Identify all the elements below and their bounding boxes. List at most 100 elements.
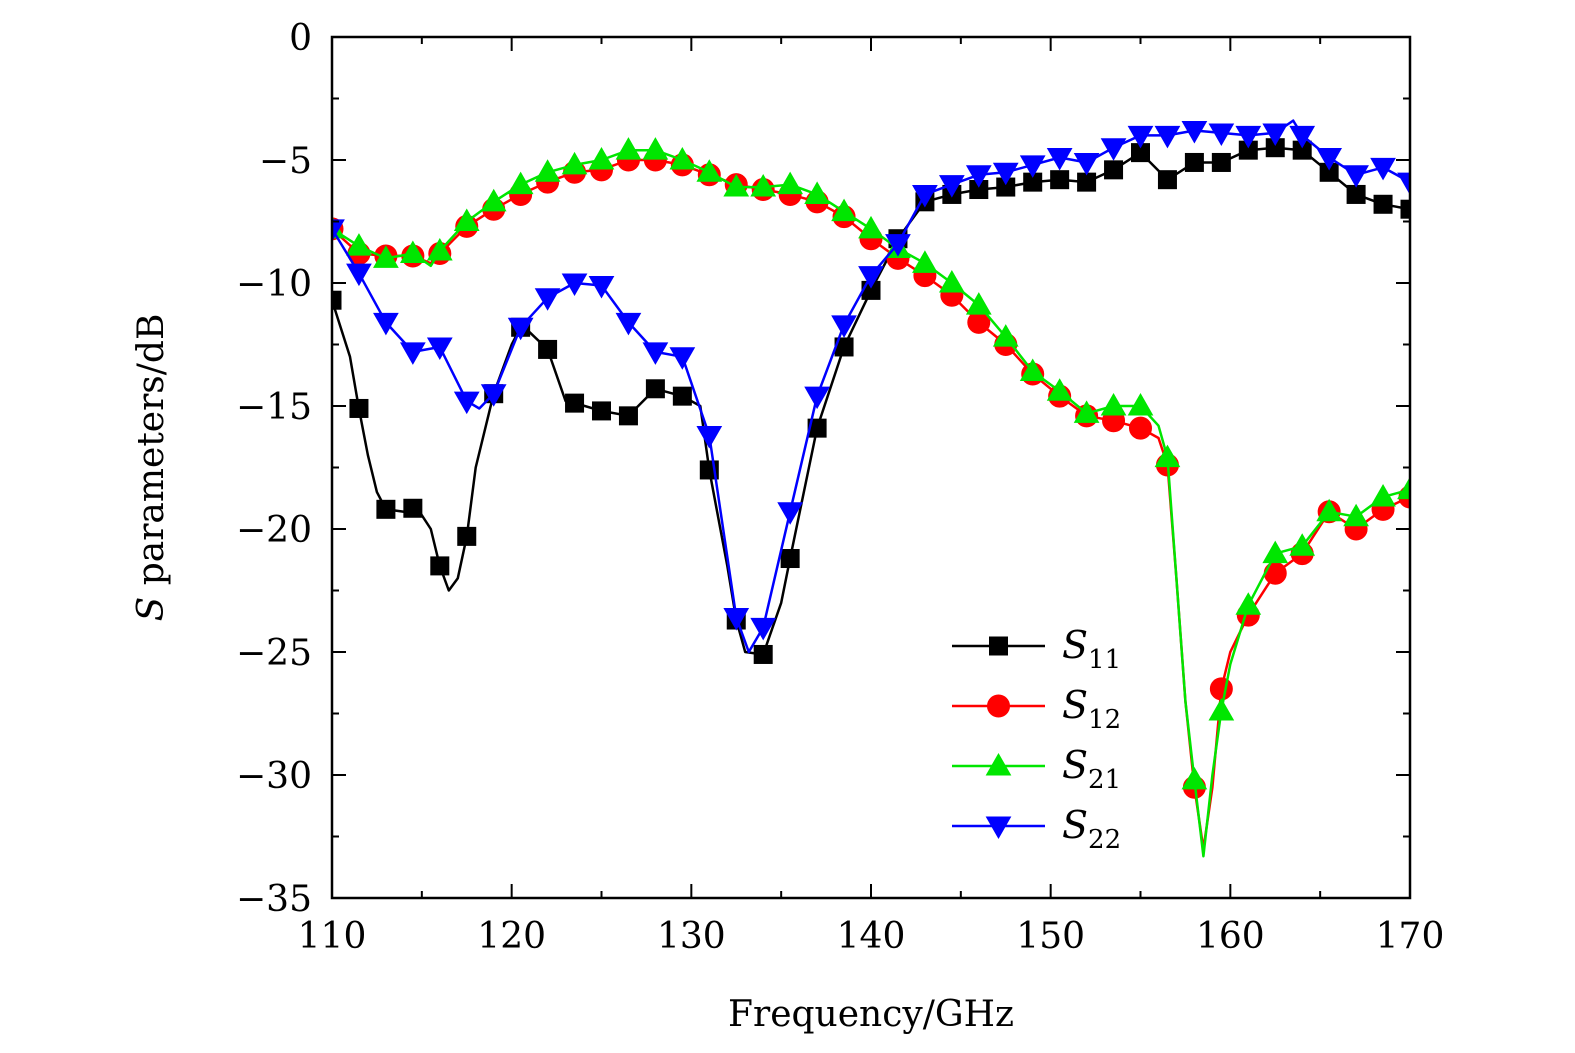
legend: S11 S12 S21 S22 (952, 623, 1121, 855)
legend-label: S11 (1062, 623, 1121, 675)
data-point-s22 (426, 337, 453, 360)
y-tick-label: −30 (236, 756, 312, 797)
data-point-s21 (1208, 698, 1235, 721)
data-point-s22 (992, 162, 1019, 186)
data-point-s21 (642, 137, 669, 160)
legend-marker (985, 752, 1012, 776)
data-point-s11 (807, 418, 827, 438)
legend-marker (985, 816, 1012, 840)
data-point-s22 (507, 317, 534, 341)
data-point-s21 (1154, 444, 1181, 468)
data-point-s21 (831, 198, 857, 222)
data-point-s11 (1373, 194, 1393, 214)
data-point-s11 (780, 549, 800, 569)
data-point-s22 (534, 288, 561, 311)
legend-marker (987, 694, 1010, 718)
data-point-s11 (1104, 160, 1124, 180)
data-point-s21 (507, 171, 534, 195)
data-point-s11 (1400, 199, 1410, 219)
x-tick-label: 160 (1196, 916, 1265, 957)
series-layer (332, 119, 1410, 858)
legend-label: S12 (1062, 683, 1121, 735)
data-point-s21 (373, 245, 399, 268)
data-point-s21 (1235, 592, 1262, 615)
legend-marker (989, 636, 1008, 656)
data-point-s11 (1050, 170, 1070, 190)
data-point-s21 (912, 250, 938, 273)
data-point-s12 (1263, 561, 1287, 585)
data-point-s22 (1397, 172, 1410, 196)
data-point-s22 (885, 234, 911, 257)
data-point-s22 (1127, 125, 1154, 149)
data-point-s22 (804, 386, 830, 410)
data-point-s22 (938, 175, 965, 198)
legend-label: S21 (1062, 743, 1121, 795)
data-point-s11 (1211, 152, 1231, 172)
data-point-s21 (696, 159, 723, 182)
data-point-s11 (457, 526, 477, 546)
data-point-s11 (332, 290, 342, 310)
data-point-s22 (696, 426, 723, 449)
data-point-s21 (1127, 392, 1154, 416)
series-s22 (332, 119, 1410, 654)
data-point-s21 (804, 181, 830, 204)
data-point-s21 (1019, 358, 1046, 382)
data-point-s22 (1154, 125, 1181, 149)
data-point-s21 (723, 174, 750, 197)
x-tick-label: 130 (657, 916, 726, 957)
y-tick-label: −35 (236, 879, 312, 920)
data-point-s12 (1129, 416, 1152, 440)
data-point-s21 (965, 292, 992, 315)
data-point-s22 (615, 312, 642, 336)
data-point-s22 (1370, 157, 1396, 181)
y-tick-label: −20 (236, 510, 312, 551)
data-point-s22 (480, 384, 507, 407)
data-point-s21 (1046, 378, 1073, 401)
data-point-s22 (912, 184, 938, 208)
legend-item-s11: S11 (952, 623, 1121, 675)
data-point-s21 (561, 151, 588, 175)
data-point-s21 (346, 233, 372, 256)
data-point-s11 (618, 406, 638, 426)
data-point-s22 (1316, 148, 1343, 171)
y-axis-title: S parameters/dB (131, 314, 172, 622)
data-point-s22 (373, 312, 399, 336)
data-point-s11 (645, 379, 665, 399)
data-point-s11 (1157, 170, 1177, 190)
data-point-s22 (669, 347, 696, 370)
data-point-s21 (399, 240, 426, 263)
data-point-s22 (346, 263, 372, 287)
data-point-s21 (1262, 540, 1289, 564)
data-point-s11 (538, 339, 558, 359)
data-point-s22 (965, 165, 992, 188)
y-axis-title-rest: parameters/dB (131, 314, 172, 597)
x-tick-label: 170 (1376, 916, 1445, 957)
data-point-s21 (777, 171, 804, 195)
data-point-s22 (777, 502, 804, 525)
y-tick-label: −5 (259, 141, 312, 182)
data-point-s21 (1370, 484, 1396, 507)
y-tick-label: −25 (236, 633, 312, 674)
data-point-s21 (992, 324, 1019, 347)
data-point-s22 (399, 342, 426, 365)
data-point-s22 (1181, 120, 1208, 144)
series-s21 (332, 137, 1410, 858)
series-line-s12 (332, 158, 1410, 851)
y-tick-label: −15 (236, 387, 312, 428)
data-point-s21 (453, 208, 480, 231)
legend-item-s21: S21 (952, 743, 1121, 795)
data-point-s21 (480, 188, 507, 212)
data-point-s22 (642, 342, 669, 365)
series-s12 (332, 148, 1410, 851)
data-point-s21 (858, 215, 884, 239)
data-point-s22 (858, 266, 884, 289)
data-point-s21 (1100, 392, 1127, 416)
y-tick-label: 0 (289, 18, 312, 59)
data-point-s22 (1046, 148, 1073, 171)
x-tick-label: 140 (837, 916, 906, 957)
data-point-s22 (1208, 123, 1235, 146)
data-point-s21 (1343, 503, 1369, 527)
data-point-s21 (1289, 533, 1316, 556)
data-point-s22 (561, 273, 588, 297)
